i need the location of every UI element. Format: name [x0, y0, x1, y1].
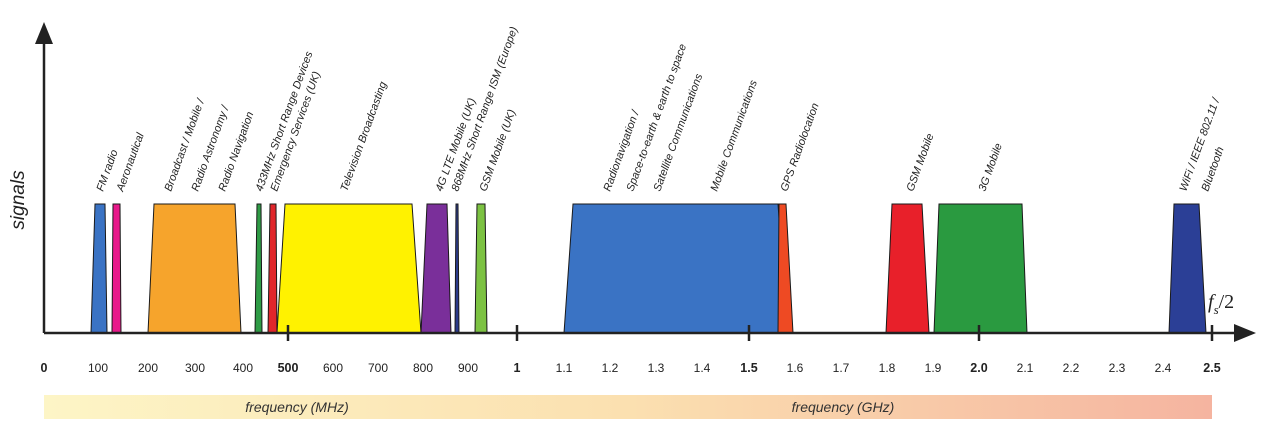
tick-label: 100 — [88, 361, 108, 375]
tick-label: 1.1 — [556, 361, 573, 375]
band-label: Television Broadcasting — [339, 79, 390, 193]
band-tv — [276, 203, 422, 334]
nyquist-rest: /2 — [1219, 291, 1235, 313]
band-gsm1800 — [885, 203, 930, 334]
band-label: Mobile Communications — [709, 78, 761, 193]
y-axis-label: signals — [8, 170, 29, 230]
band-srd433 — [254, 203, 263, 334]
tick-label: 900 — [458, 361, 478, 375]
tick-label: 2.2 — [1063, 361, 1080, 375]
band-broadcast — [147, 203, 242, 334]
tick-label: 0 — [41, 361, 48, 375]
nyquist-sub: s — [1214, 302, 1219, 317]
band-label: GSM Mobile — [905, 132, 937, 193]
tick-label: 1.6 — [787, 361, 804, 375]
tick-label: 400 — [233, 361, 253, 375]
tick-label: 200 — [138, 361, 158, 375]
y-axis-arrow-icon — [35, 22, 53, 44]
tick-label: 2.5 — [1203, 361, 1220, 375]
tick-label: 2.3 — [1109, 361, 1126, 375]
frequency-ghz-label: frequency (GHz) — [792, 399, 895, 415]
x-axis-arrow-icon — [1234, 324, 1256, 342]
tick-label: 2.0 — [970, 361, 987, 375]
band-label: Bluetooth — [1200, 145, 1227, 193]
tick-label: 2.1 — [1017, 361, 1034, 375]
band-ism868 — [454, 203, 460, 334]
band-fm — [90, 203, 108, 334]
band-radionav — [563, 203, 788, 334]
tick-label: 1.5 — [740, 361, 757, 375]
tick-label: 1.4 — [694, 361, 711, 375]
tick-label: 700 — [368, 361, 388, 375]
tick-label: 1.8 — [879, 361, 896, 375]
band-label: Aeronautical — [114, 131, 147, 194]
bands — [90, 203, 1207, 334]
tick-label: 1 — [514, 361, 521, 375]
band-emergency — [267, 203, 278, 334]
frequency-mhz-label: frequency (MHz) — [245, 399, 348, 415]
nyquist-f: f — [1208, 291, 1216, 313]
nyquist-label: fs/2 — [1208, 291, 1234, 317]
band-gps — [777, 203, 794, 334]
tick-label: 800 — [413, 361, 433, 375]
band-label: GPS Radiolocation — [779, 102, 822, 193]
band-g3 — [933, 203, 1028, 334]
tick-label: 500 — [278, 361, 299, 375]
tick-label: 1.3 — [648, 361, 665, 375]
band-label: 3G Mobile — [977, 142, 1005, 193]
ticks: 0 100 200 300 400 500 600 700 800 900 1 1.1 1.2 1.3 1.… — [41, 325, 1221, 375]
frequency-bar — [44, 395, 1212, 419]
band-wifi — [1168, 203, 1207, 334]
axes — [35, 22, 1256, 342]
band-gsm900 — [474, 203, 488, 334]
tick-label: 2.4 — [1155, 361, 1172, 375]
tick-label: 1.7 — [833, 361, 850, 375]
tick-label: 1.2 — [602, 361, 619, 375]
tick-label: 600 — [323, 361, 343, 375]
band-lte — [420, 203, 452, 334]
band-aero — [111, 203, 122, 334]
tick-label: 300 — [185, 361, 205, 375]
tick-label: 1.9 — [925, 361, 942, 375]
